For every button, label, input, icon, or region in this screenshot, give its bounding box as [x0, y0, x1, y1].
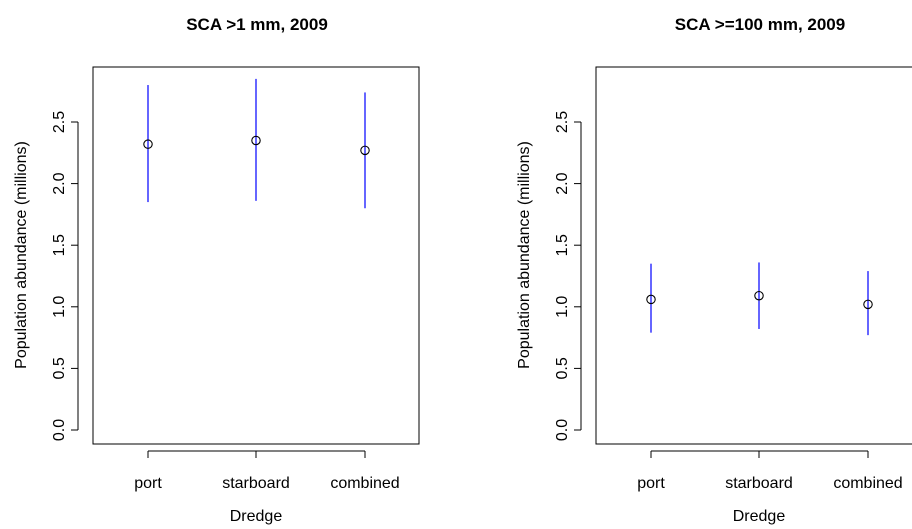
- y-tick-label: 0.5: [51, 357, 68, 379]
- x-axis: port starboard combined: [637, 450, 903, 492]
- x-tick-label: starboard: [222, 475, 290, 492]
- x-axis: port starboard combined: [134, 450, 400, 492]
- chart-title: SCA >1 mm, 2009: [186, 15, 328, 34]
- data-point: [646, 294, 656, 305]
- y-tick-label: 1.5: [51, 234, 68, 256]
- y-tick-label: 2.0: [554, 172, 571, 194]
- data-marks: [143, 78, 370, 209]
- x-tick-label: combined: [833, 475, 902, 492]
- y-tick-label: 1.0: [554, 296, 571, 318]
- data-point: [360, 145, 370, 156]
- x-axis-label: Dredge: [733, 508, 786, 525]
- x-tick-label: combined: [330, 475, 399, 492]
- y-axis: 0.0 0.5 1.0 1.5 2.0 2.5: [51, 111, 79, 441]
- x-axis-label: Dredge: [230, 508, 283, 525]
- y-tick-label: 1.0: [51, 296, 68, 318]
- x-tick-label: port: [637, 475, 665, 492]
- y-tick-label: 2.5: [554, 111, 571, 133]
- y-tick-label: 0.0: [51, 419, 68, 441]
- data-point: [143, 139, 153, 149]
- chart-panel-right: SCA >=100 mm, 2009 0.0 0.5 1.0 1.5 2.0 2.5 po…: [516, 15, 912, 525]
- data-point: [251, 135, 261, 146]
- data-point: [863, 299, 873, 310]
- y-tick-label: 1.5: [554, 234, 571, 256]
- y-tick-label: 0.5: [554, 357, 571, 379]
- y-axis-label: Population abundance (millions): [516, 141, 533, 369]
- plot-frame: [595, 66, 912, 445]
- plot-frame: [92, 66, 420, 445]
- data-point: [754, 290, 764, 301]
- data-marks: [646, 262, 873, 336]
- x-tick-label: port: [134, 475, 162, 492]
- y-tick-label: 2.5: [51, 111, 68, 133]
- chart-title: SCA >=100 mm, 2009: [675, 15, 845, 34]
- y-axis: 0.0 0.5 1.0 1.5 2.0 2.5: [554, 111, 582, 441]
- x-tick-label: starboard: [725, 475, 793, 492]
- chart-panel-left: SCA >1 mm, 2009 0.0 0.5 1.0 1.5 2.0 2.5 port s…: [13, 15, 420, 525]
- y-tick-label: 0.0: [554, 419, 571, 441]
- y-tick-label: 2.0: [51, 172, 68, 194]
- y-axis-label: Population abundance (millions): [13, 141, 30, 369]
